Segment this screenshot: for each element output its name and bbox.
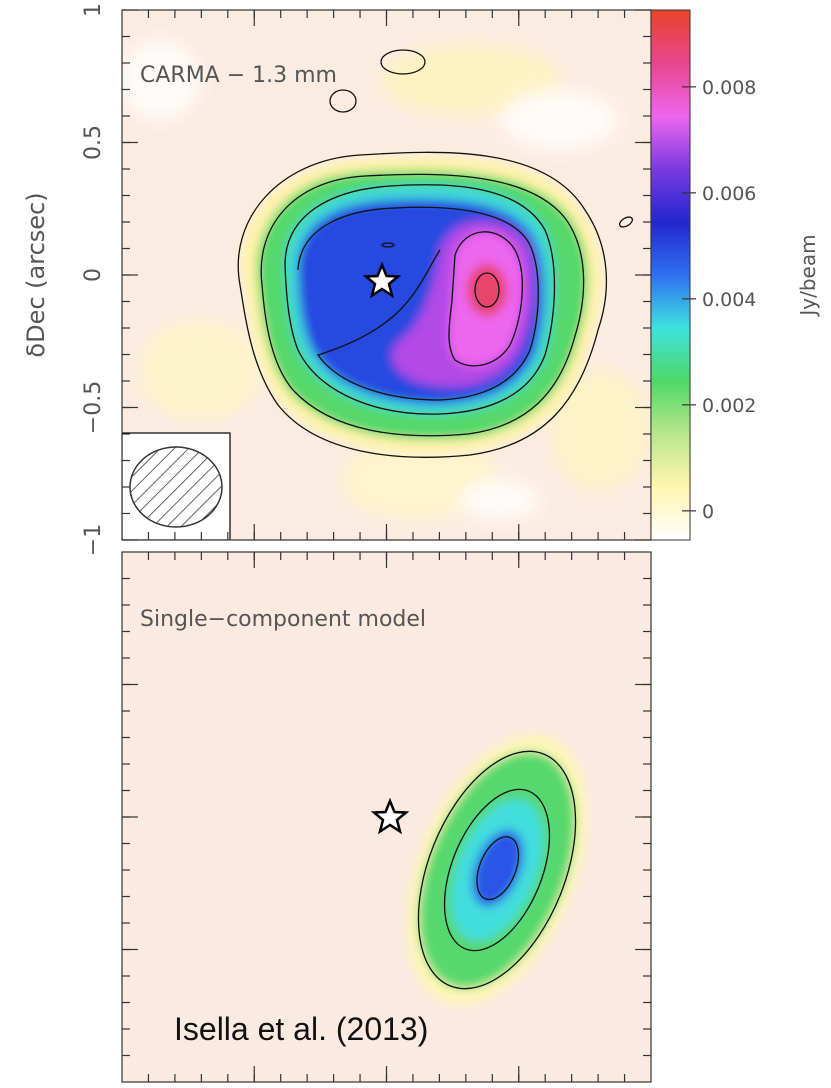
- y-tick-label: −0.5: [81, 381, 106, 434]
- panel-title: CARMA − 1.3 mm: [140, 63, 337, 88]
- colorbar-tick-label: 0.008: [702, 77, 756, 99]
- y-tick-label: −1: [81, 524, 106, 556]
- y-tick-label: 1: [81, 3, 106, 17]
- colorbar: [651, 10, 690, 540]
- colorbar-label: Jy/beam: [796, 234, 820, 317]
- map-image: [120, 10, 651, 540]
- panel-title: Single−component model: [140, 607, 426, 632]
- y-axis-label: δDec (arcsec): [22, 192, 50, 357]
- annotation: Isella et al. (2013): [174, 1011, 428, 1047]
- colorbar-tick-label: 0: [702, 501, 714, 523]
- colorbar-tick-label: 0.002: [702, 395, 756, 417]
- y-tick-label: 0: [81, 268, 106, 282]
- beam: [130, 447, 222, 527]
- y-tick-label: 0.5: [81, 125, 106, 160]
- colorbar-tick-label: 0.006: [702, 183, 756, 205]
- colorbar-tick-label: 0.004: [702, 289, 756, 311]
- figure: CARMA − 1.3 mm Single−component model Is…: [0, 0, 831, 1083]
